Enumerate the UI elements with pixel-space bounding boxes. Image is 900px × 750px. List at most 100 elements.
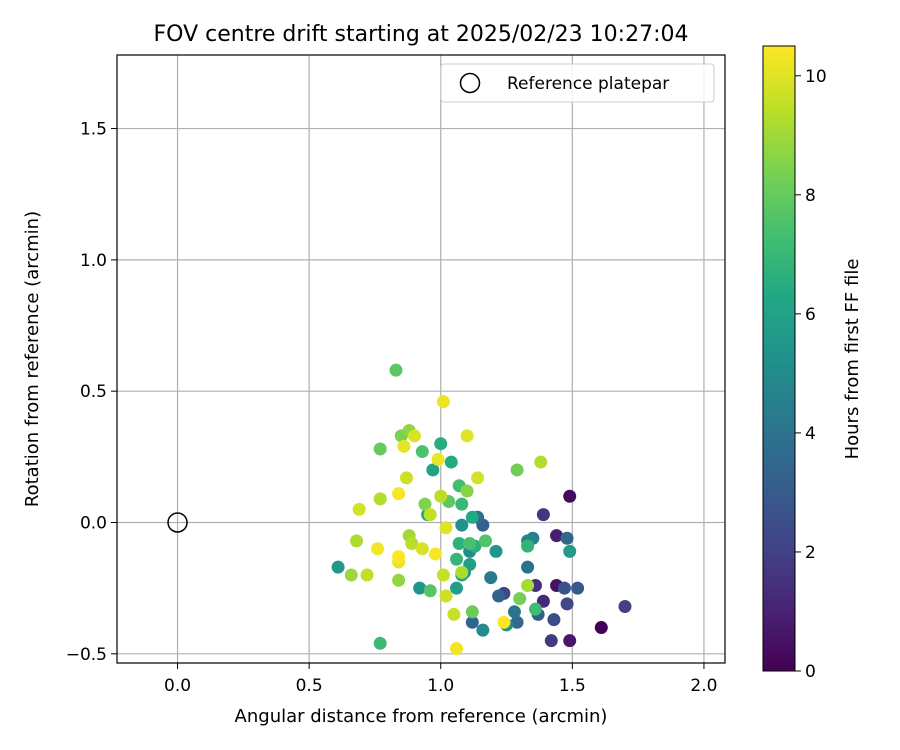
y-tick-label: −0.5 (66, 645, 107, 665)
data-point (478, 534, 492, 548)
data-point (544, 634, 558, 648)
legend-open-circle-icon (459, 72, 481, 94)
data-point (344, 568, 358, 582)
legend-box (440, 63, 715, 103)
data-point (563, 634, 577, 648)
data-point (510, 615, 524, 629)
data-point (436, 568, 450, 582)
data-point (534, 455, 548, 469)
data-point (439, 589, 453, 603)
data-point (507, 605, 521, 619)
y-tick-label: 1.0 (80, 251, 107, 271)
data-point (560, 597, 574, 611)
colorbar-tick-label: 0 (805, 662, 816, 682)
y-tick-label: 0.0 (80, 513, 107, 533)
data-point (439, 521, 453, 535)
data-point (415, 445, 429, 459)
data-point (455, 565, 469, 579)
data-point (423, 508, 437, 522)
data-point (571, 581, 585, 595)
data-point (547, 613, 561, 627)
data-point (444, 455, 458, 469)
data-point (510, 463, 524, 477)
data-point (594, 621, 608, 635)
data-point (431, 452, 445, 466)
data-point (392, 487, 406, 501)
data-point (455, 497, 469, 511)
x-tick-label: 2.0 (690, 676, 717, 696)
data-point (389, 363, 403, 377)
data-point (360, 568, 374, 582)
data-point (463, 558, 477, 572)
y-tick-label: 1.5 (80, 120, 107, 140)
data-point (350, 534, 364, 548)
data-point (460, 429, 474, 443)
legend-label: Reference platepar (507, 74, 669, 94)
data-point (563, 489, 577, 503)
data-point (521, 539, 535, 553)
data-point (484, 571, 498, 585)
data-point (405, 537, 419, 551)
data-point (407, 429, 421, 443)
data-point (563, 544, 577, 558)
data-point (400, 471, 414, 485)
data-point (465, 615, 479, 629)
data-point (426, 463, 440, 477)
x-tick-label: 0.0 (164, 676, 191, 696)
data-point (465, 510, 479, 524)
reference-platepar-marker (167, 512, 188, 533)
data-point (528, 602, 542, 616)
chart-title: FOV centre drift starting at 2025/02/23 … (154, 22, 689, 47)
data-point (447, 607, 461, 621)
x-axis-label: Angular distance from reference (arcmin) (235, 706, 608, 727)
data-point (497, 615, 511, 629)
data-point (618, 600, 632, 614)
data-point (413, 581, 427, 595)
colorbar-tick-label: 8 (805, 186, 816, 206)
data-point (436, 395, 450, 409)
colorbar-label: Hours from first FF file (842, 259, 863, 460)
legend: Reference platepar (440, 63, 715, 103)
plot-area: 0.0 0.5 1.0 1.5 2.0 −0.5 0.0 0.5 1.0 1.5 (66, 54, 726, 696)
colorbar: 0 2 4 6 8 10 Hours from first FF file (762, 45, 863, 682)
data-point (392, 550, 406, 564)
data-point (463, 537, 477, 551)
data-point (418, 497, 432, 511)
data-point (452, 537, 466, 551)
data-point (521, 579, 535, 593)
data-point (373, 492, 387, 506)
data-point (392, 573, 406, 587)
data-point (434, 489, 448, 503)
data-point (560, 531, 574, 545)
data-point (521, 560, 535, 574)
data-point (557, 581, 571, 595)
data-point (450, 552, 464, 566)
x-tick-label: 1.0 (427, 676, 454, 696)
data-point (371, 542, 385, 556)
data-point (373, 636, 387, 650)
colorbar-ticks: 0 2 4 6 8 10 (795, 67, 827, 682)
data-point (492, 589, 506, 603)
data-point (536, 508, 550, 522)
data-points (331, 363, 632, 656)
data-point (397, 439, 411, 453)
colorbar-tick-label: 6 (805, 305, 816, 325)
grid (117, 55, 725, 663)
x-tick-label: 1.5 (559, 676, 586, 696)
colorbar-tick-label: 4 (805, 424, 816, 444)
data-point (423, 584, 437, 598)
colorbar-tick-label: 10 (805, 67, 827, 87)
y-axis-ticks: −0.5 0.0 0.5 1.0 1.5 (66, 120, 117, 665)
data-point (536, 594, 550, 608)
data-point (434, 437, 448, 451)
data-point (471, 471, 485, 485)
data-point (450, 581, 464, 595)
x-tick-label: 0.5 (296, 676, 323, 696)
data-point (352, 502, 366, 516)
data-point (550, 529, 564, 543)
data-point (465, 605, 479, 619)
plot-background (117, 55, 725, 663)
data-point (428, 547, 442, 561)
data-point (373, 442, 387, 456)
